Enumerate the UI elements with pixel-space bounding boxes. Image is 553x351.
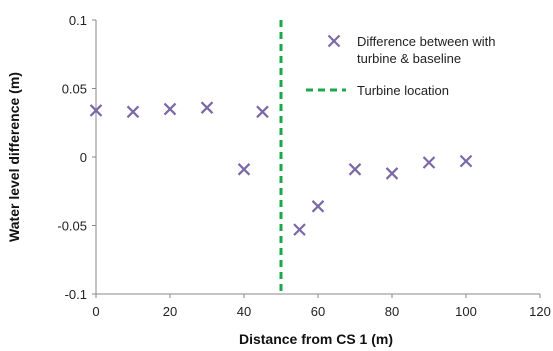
data-point: [293, 223, 306, 236]
legend-x-marker: [327, 34, 341, 48]
data-point: [422, 156, 436, 169]
legend-marker-scatter: [327, 34, 341, 48]
x-tick-label: 80: [385, 304, 399, 319]
x-tick-label: 40: [237, 304, 251, 319]
x-tick-label: 100: [455, 304, 477, 319]
data-point: [348, 163, 362, 176]
y-axis-title: Water level difference (m): [6, 72, 22, 242]
x-axis-title: Distance from CS 1 (m): [239, 331, 393, 347]
data-point: [237, 163, 251, 176]
data-points: [89, 101, 473, 236]
x-tick-label: 0: [92, 304, 99, 319]
data-point: [459, 154, 473, 168]
axes: [92, 19, 541, 298]
data-point: [126, 105, 140, 119]
legend-label-scatter-line1: Difference between with: [357, 34, 496, 49]
legend-label-scatter-line2: turbine & baseline: [357, 51, 461, 66]
data-point: [89, 104, 103, 117]
x-tick-label: 120: [529, 304, 551, 319]
x-tick-label: 60: [311, 304, 325, 319]
data-point: [256, 105, 269, 119]
data-point: [385, 167, 399, 180]
y-tick-label: -0.1: [65, 287, 87, 302]
y-tick-label: 0: [80, 150, 87, 165]
data-point: [311, 200, 325, 213]
legend: Difference between with turbine & baseli…: [306, 34, 496, 98]
data-point: [163, 102, 177, 116]
y-tick-label: -0.05: [57, 219, 87, 234]
y-tick-labels: 0.1 0.05 0 -0.05 -0.1: [57, 13, 87, 302]
legend-label-turbine: Turbine location: [357, 83, 449, 98]
y-tick-label: 0.05: [62, 82, 87, 97]
x-tick-labels: 0 20 40 60 80 100 120: [92, 304, 550, 319]
data-point: [200, 101, 214, 114]
x-tick-label: 20: [163, 304, 177, 319]
y-tick-label: 0.1: [69, 13, 87, 28]
